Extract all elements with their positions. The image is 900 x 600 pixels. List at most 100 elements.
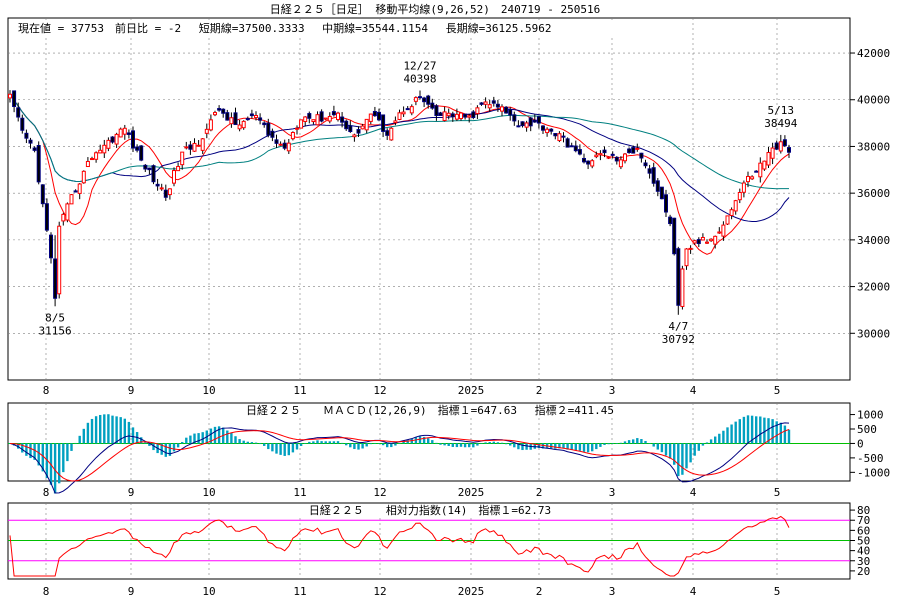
candle-body xyxy=(377,111,381,121)
histogram-bar xyxy=(611,442,614,444)
candle-body xyxy=(44,203,49,231)
histogram-bar xyxy=(189,435,192,444)
histogram-bar xyxy=(148,443,151,446)
histogram-bar xyxy=(238,439,241,444)
candle-body xyxy=(192,142,197,152)
histogram-bar xyxy=(152,443,155,451)
histogram-bar xyxy=(554,443,557,449)
candle-body xyxy=(323,117,328,120)
histogram-bar xyxy=(131,427,135,444)
candle-body xyxy=(200,138,205,151)
price-grid xyxy=(8,18,850,380)
candle-body xyxy=(311,119,316,123)
candle-body xyxy=(434,105,439,117)
histogram-bar xyxy=(541,443,545,449)
histogram-bar xyxy=(517,443,520,450)
candle-body xyxy=(16,107,21,118)
histogram-bar xyxy=(381,443,385,446)
x-tick-label: 3 xyxy=(609,585,616,598)
annotation-value: 30792 xyxy=(662,333,695,346)
histogram-bar xyxy=(771,419,774,444)
candle-body xyxy=(12,90,17,107)
histogram-bar xyxy=(353,443,356,450)
histogram-bar xyxy=(94,416,98,444)
candle-body xyxy=(167,188,172,196)
histogram-bar xyxy=(509,443,512,446)
candle-body xyxy=(770,147,775,159)
y-tick-label: -500 xyxy=(857,452,884,465)
histogram-bar xyxy=(439,443,442,445)
y-tick-label: 500 xyxy=(857,423,877,436)
histogram-bar xyxy=(209,428,213,444)
histogram-bar xyxy=(287,443,290,456)
y-tick-label: 70 xyxy=(857,514,870,527)
candle-body xyxy=(561,135,566,138)
histogram-bar xyxy=(492,441,495,444)
candle-body xyxy=(221,108,226,114)
annotation-date: 8/5 xyxy=(45,311,65,324)
x-axis-labels-rsi: 8 9 10 11 12 2025 2 3 4 5 xyxy=(43,585,781,598)
histogram-bar xyxy=(324,441,327,444)
candle-body xyxy=(340,116,345,123)
candle-body xyxy=(217,108,222,111)
candle-body xyxy=(516,125,521,128)
histogram-bar xyxy=(763,417,766,444)
histogram-bar xyxy=(640,439,643,444)
x-tick-label: 2025 xyxy=(458,486,485,499)
histogram-bar xyxy=(386,443,389,448)
y-tick-label: 0 xyxy=(857,437,864,450)
histogram-bar xyxy=(99,414,102,444)
candle-body xyxy=(184,146,189,149)
candle-body xyxy=(664,194,668,213)
candle-body xyxy=(450,113,455,118)
candle-body xyxy=(295,127,299,130)
histogram-bar xyxy=(431,440,434,444)
histogram-bar xyxy=(410,439,413,444)
candle-body xyxy=(24,132,29,139)
y-tick-label: 38000 xyxy=(857,140,890,153)
histogram-bar xyxy=(230,432,233,444)
histogram-bar xyxy=(66,443,69,462)
candle-body xyxy=(368,113,373,122)
histogram-bar xyxy=(74,442,77,444)
candle-body xyxy=(426,95,431,105)
candle-body xyxy=(594,154,599,158)
candle-body xyxy=(180,151,185,166)
candle-body xyxy=(413,97,418,102)
candle-body xyxy=(147,167,152,171)
candle-body xyxy=(750,176,755,180)
histogram-bar xyxy=(623,441,627,444)
rsi-line xyxy=(9,515,790,577)
histogram-bar xyxy=(271,443,274,452)
histogram-bar xyxy=(103,414,106,444)
histogram-bar xyxy=(127,421,131,444)
candle-body xyxy=(692,240,697,244)
histogram-bar xyxy=(644,440,647,444)
histogram-bar xyxy=(398,443,401,444)
candle-body xyxy=(598,153,603,156)
candle-body xyxy=(229,117,234,125)
candles xyxy=(8,90,791,315)
histogram-bar xyxy=(742,416,746,444)
x-tick-label: 3 xyxy=(609,486,616,499)
histogram-bar xyxy=(17,443,20,449)
histogram-bar xyxy=(328,441,331,444)
macd-lines xyxy=(9,422,790,494)
candle-body xyxy=(159,187,164,190)
x-tick-label: 10 xyxy=(202,486,215,499)
candle-body xyxy=(762,160,767,170)
candle-body xyxy=(778,141,783,152)
candle-body xyxy=(696,239,701,245)
histogram-bar xyxy=(566,443,569,450)
candle-body xyxy=(717,231,722,234)
histogram-bar xyxy=(316,440,319,444)
histogram-bar xyxy=(107,414,110,444)
histogram-bar xyxy=(340,442,344,444)
histogram-bar xyxy=(476,443,479,446)
price-y-ticks: 30000 32000 34000 36000 38000 40000 42000 xyxy=(850,47,890,340)
histogram-bar xyxy=(45,443,49,479)
candle-body xyxy=(315,114,320,126)
candle-body xyxy=(381,114,386,132)
histogram-bar xyxy=(656,443,659,450)
annotation-date: 12/27 xyxy=(403,59,436,72)
